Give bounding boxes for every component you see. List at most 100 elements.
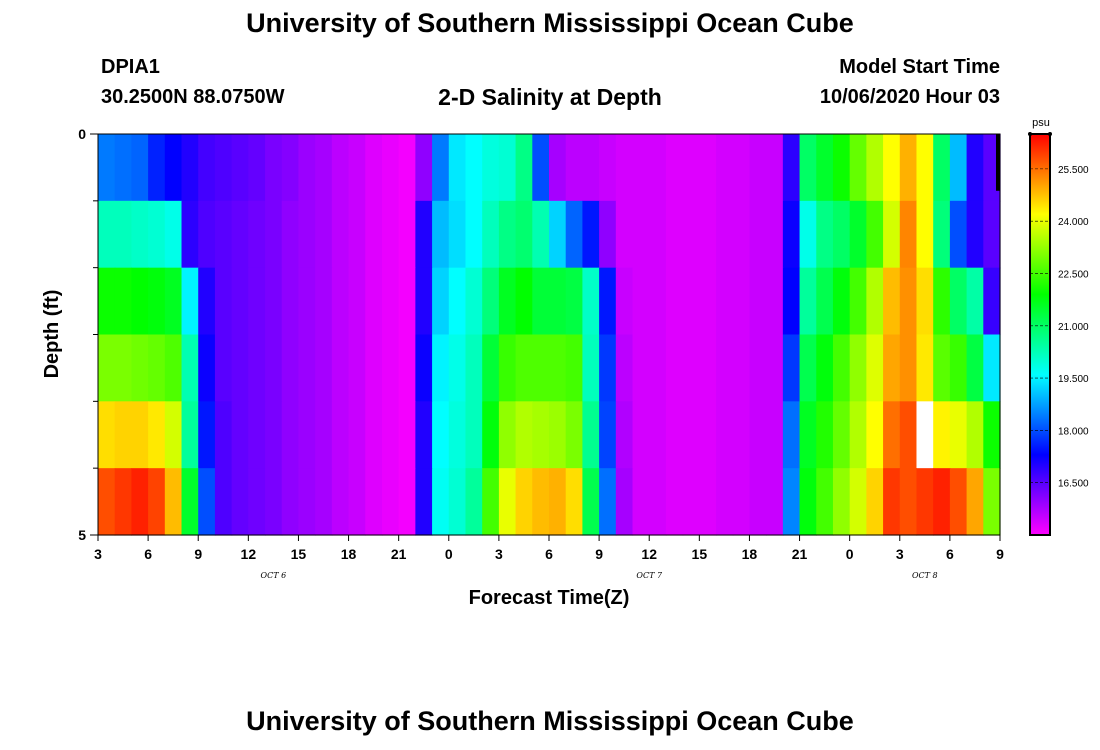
heatmap-cell bbox=[164, 401, 183, 469]
heatmap-cell bbox=[114, 134, 132, 202]
page-title: University of Southern Mississippi Ocean… bbox=[246, 8, 854, 38]
heatmap-cell bbox=[682, 401, 700, 469]
heatmap-cell bbox=[198, 200, 216, 269]
model-start-label: Model Start Time bbox=[839, 56, 1000, 78]
heatmap-cell bbox=[281, 267, 300, 336]
heatmap-cell bbox=[448, 468, 467, 536]
heatmap-cell bbox=[949, 134, 968, 202]
heatmap-cell bbox=[716, 401, 734, 469]
heatmap-cell bbox=[281, 134, 300, 202]
heatmap-cell bbox=[298, 200, 316, 269]
heatmap-cell bbox=[849, 468, 867, 536]
heatmap-cell bbox=[749, 468, 767, 536]
heatmap-cell bbox=[532, 334, 550, 402]
heatmap-cell bbox=[615, 401, 634, 469]
heatmap-cell bbox=[198, 334, 216, 402]
heatmap-cell bbox=[832, 200, 851, 269]
heatmap-cell bbox=[432, 468, 450, 536]
heatmap-cell bbox=[198, 468, 216, 536]
heatmap-cell bbox=[699, 468, 717, 536]
heatmap-cell bbox=[131, 267, 149, 336]
colorbar-corner bbox=[1048, 132, 1052, 136]
heatmap-cell bbox=[716, 267, 734, 336]
heatmap-cell bbox=[415, 200, 433, 269]
heatmap-cell bbox=[298, 334, 316, 402]
heatmap-cell bbox=[432, 334, 450, 402]
heatmap-cell bbox=[532, 134, 550, 202]
heatmap-cell bbox=[131, 334, 149, 402]
heatmap-cell bbox=[231, 134, 249, 202]
heatmap-cell bbox=[716, 134, 734, 202]
heatmap-cell bbox=[381, 468, 400, 536]
heatmap-cell bbox=[214, 267, 233, 336]
heatmap-cell bbox=[331, 134, 350, 202]
heatmap-cell bbox=[866, 267, 884, 336]
heatmap-cell bbox=[214, 401, 233, 469]
heatmap-cell bbox=[549, 267, 567, 336]
heatmap-cell bbox=[164, 267, 183, 336]
heatmap-cell bbox=[883, 468, 901, 536]
heatmap-cell bbox=[315, 468, 333, 536]
heatmap-cell bbox=[248, 200, 266, 269]
heatmap-cell bbox=[983, 200, 1001, 269]
heatmap-cell bbox=[983, 267, 1001, 336]
heatmap-cell bbox=[682, 267, 700, 336]
heatmap-cell bbox=[749, 401, 767, 469]
heatmap-cell bbox=[415, 401, 433, 469]
heatmap-cell bbox=[665, 134, 684, 202]
heatmap-cell bbox=[98, 134, 116, 202]
heatmap-cell bbox=[832, 401, 851, 469]
heatmap-cell bbox=[465, 334, 483, 402]
heatmap-cell bbox=[298, 267, 316, 336]
colorbar-tick-label: 25.500 bbox=[1058, 165, 1089, 176]
heatmap-cell bbox=[448, 334, 467, 402]
heatmap-cell bbox=[699, 134, 717, 202]
heatmap-cell bbox=[114, 334, 132, 402]
heatmap-cell bbox=[148, 267, 166, 336]
heatmap-cell bbox=[966, 134, 984, 202]
heatmap-cell bbox=[599, 468, 617, 536]
heatmap-cell bbox=[732, 134, 751, 202]
heatmap-cell bbox=[298, 468, 316, 536]
heatmap-cell bbox=[148, 134, 166, 202]
heatmap-cell bbox=[381, 401, 400, 469]
heatmap-cell bbox=[682, 134, 700, 202]
y-axis-label: Depth (ft) bbox=[41, 290, 63, 379]
heatmap-cell bbox=[766, 200, 784, 269]
heatmap-cell bbox=[265, 401, 283, 469]
x-axis-label: Forecast Time(Z) bbox=[469, 587, 630, 609]
heatmap-cell bbox=[198, 401, 216, 469]
x-tick-label: 9 bbox=[996, 546, 1004, 562]
x-tick-label: 18 bbox=[341, 546, 357, 562]
heatmap-cell bbox=[164, 468, 183, 536]
heatmap-cell bbox=[599, 334, 617, 402]
heatmap-cell bbox=[799, 334, 817, 402]
heatmap-cell bbox=[298, 134, 316, 202]
x-tick-label: 18 bbox=[742, 546, 758, 562]
x-tick-label: 21 bbox=[792, 546, 808, 562]
x-tick-label: 6 bbox=[144, 546, 152, 562]
heatmap-cell bbox=[582, 401, 600, 469]
heatmap-cell bbox=[682, 468, 700, 536]
heatmap-cell bbox=[883, 334, 901, 402]
heatmap-cell bbox=[415, 267, 433, 336]
heatmap-cell bbox=[565, 401, 583, 469]
heatmap-cell bbox=[498, 267, 517, 336]
heatmap-cell bbox=[899, 267, 918, 336]
heatmap-cell bbox=[331, 267, 350, 336]
heatmap-cell bbox=[448, 200, 467, 269]
heatmap-cells bbox=[98, 134, 1001, 536]
heatmap-cell bbox=[816, 334, 834, 402]
heatmap-cell bbox=[766, 401, 784, 469]
heatmap-cell bbox=[549, 401, 567, 469]
heatmap-cell bbox=[532, 200, 550, 269]
heatmap-cell bbox=[782, 134, 801, 202]
heatmap-cell bbox=[832, 267, 851, 336]
heatmap-cell bbox=[415, 334, 433, 402]
heatmap-cell bbox=[933, 401, 951, 469]
y-tick-label: 5 bbox=[78, 527, 86, 543]
heatmap-cell bbox=[465, 134, 483, 202]
date-label: OCT 7 bbox=[636, 571, 663, 580]
date-label: OCT 6 bbox=[261, 571, 287, 580]
heatmap-cell bbox=[933, 134, 951, 202]
